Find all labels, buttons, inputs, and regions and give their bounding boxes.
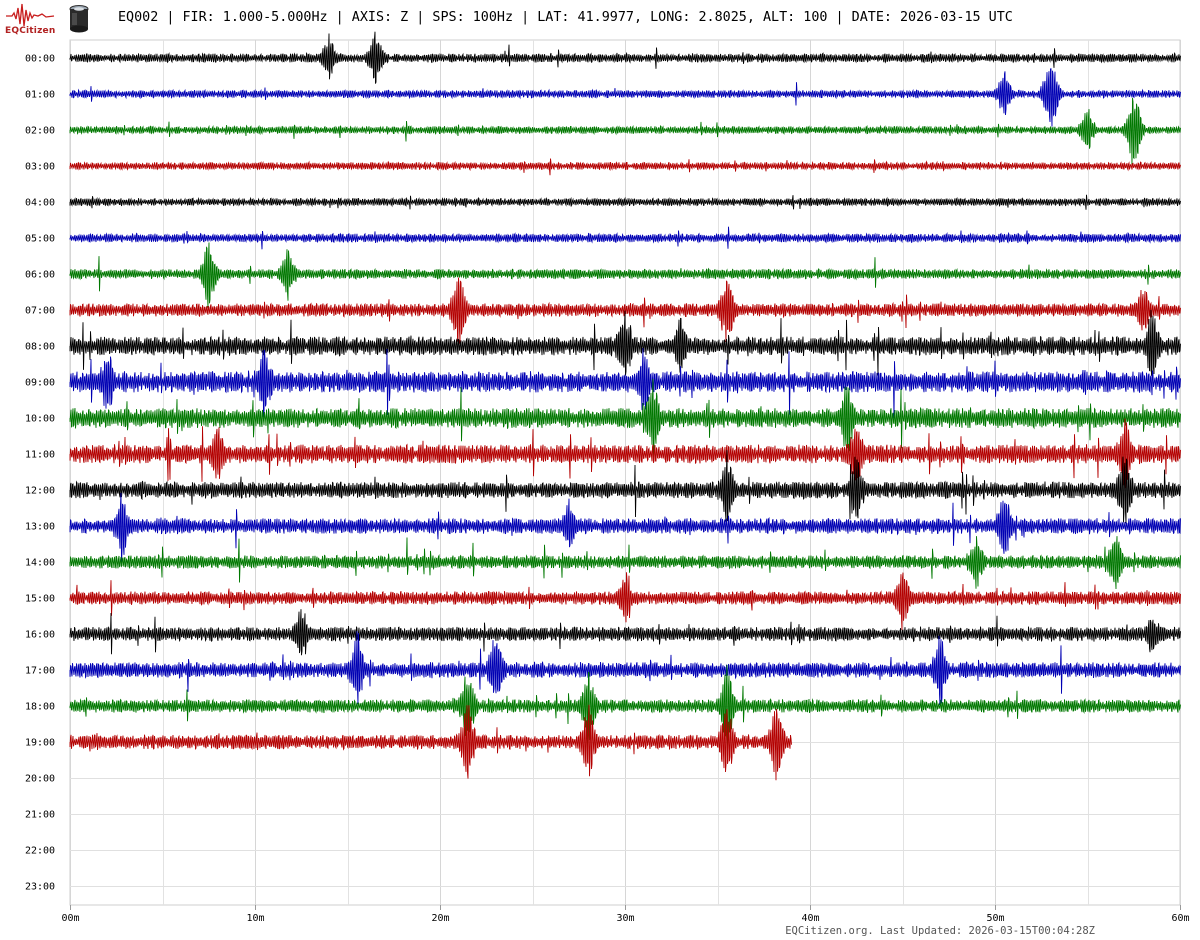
y-tick-label: 05:00 [25,234,55,245]
x-tick-label: 00m [61,913,79,924]
y-tick-label: 15:00 [25,594,55,605]
x-tick-label: 50m [986,913,1004,924]
y-tick-label: 00:00 [25,54,55,65]
seismic-trace-1500 [69,572,1181,631]
seismic-trace-1700 [69,631,1181,706]
seismogram-logo-icon [6,3,55,27]
seismic-trace-1200 [69,450,1181,524]
seismic-trace-1800 [69,664,1181,751]
y-tick-label: 02:00 [25,126,55,137]
eqcitizen-logo [4,2,56,36]
y-tick-label: 07:00 [25,306,55,317]
y-tick-label: 04:00 [25,198,55,209]
seismic-trace-0300 [69,158,1181,176]
seismic-trace-0600 [69,242,1181,308]
logo-text: EQCitizen [5,26,56,36]
seismic-trace-0800 [69,309,1181,376]
y-tick-label: 08:00 [25,342,55,353]
x-tick-label: 10m [246,913,264,924]
seismic-trace-0100 [69,68,1181,127]
x-tick-label: 30m [616,913,634,924]
y-tick-label: 11:00 [25,450,55,461]
y-tick-label: 03:00 [25,162,55,173]
seismic-trace-0400 [69,194,1181,210]
seismic-trace-0500 [69,226,1181,250]
seismic-trace-0700 [69,277,1181,344]
last-updated-text: EQCitizen.org. Last Updated: 2026-03-15T… [785,925,1095,937]
y-tick-label: 13:00 [25,522,55,533]
y-tick-label: 22:00 [25,846,55,857]
y-tick-label: 18:00 [25,702,55,713]
x-tick-label: 40m [801,913,819,924]
seismic-trace-1900 [69,704,792,781]
seismic-trace-1100 [69,418,1181,489]
y-tick-label: 20:00 [25,774,55,785]
y-tick-label: 23:00 [25,882,55,893]
y-tick-label: 21:00 [25,810,55,821]
y-tick-label: 09:00 [25,378,55,389]
seismic-trace-1600 [69,609,1181,656]
seismic-trace-1000 [69,378,1181,461]
x-tick-label: 60m [1171,913,1189,924]
sensor-device-icon [68,4,90,34]
seismic-trace-0000 [69,31,1181,84]
y-tick-label: 10:00 [25,414,55,425]
y-tick-label: 17:00 [25,666,55,677]
y-tick-label: 16:00 [25,630,55,641]
y-tick-label: 06:00 [25,270,55,281]
seismic-trace-0200 [69,97,1181,165]
seismic-trace-1400 [69,536,1181,590]
x-tick-label: 20m [431,913,449,924]
y-tick-label: 19:00 [25,738,55,749]
station-header: EQ002 | FIR: 1.000-5.000Hz | AXIS: Z | S… [118,10,1013,25]
seismic-trace-0900 [69,348,1181,419]
y-tick-label: 12:00 [25,486,55,497]
y-tick-label: 01:00 [25,90,55,101]
seismic-trace-1300 [69,492,1181,563]
y-tick-label: 14:00 [25,558,55,569]
